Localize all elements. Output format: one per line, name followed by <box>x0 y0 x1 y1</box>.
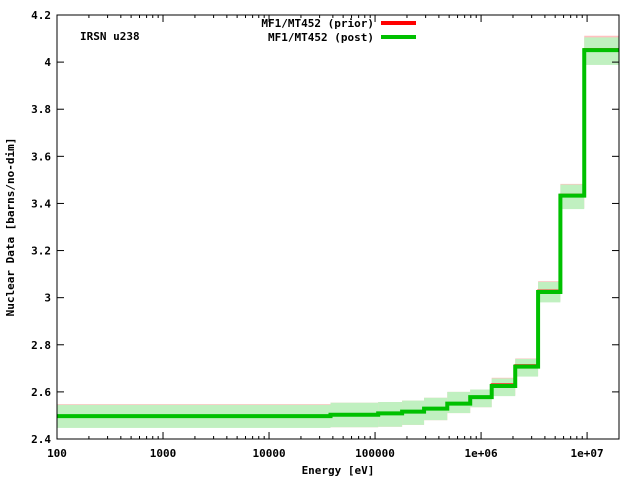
x-tick-label: 1e+06 <box>465 447 498 460</box>
x-axis-label: Energy [eV] <box>302 464 375 477</box>
annotation: IRSN u238 <box>80 30 140 43</box>
x-tick-label: 10000 <box>252 447 285 460</box>
y-tick-label: 3.4 <box>31 197 51 210</box>
series-lines <box>57 48 619 419</box>
legend: MF1/MT452 (prior) MF1/MT452 (post) <box>261 17 416 44</box>
legend-label-post: MF1/MT452 (post) <box>268 31 374 44</box>
x-tick-label: 100000 <box>355 447 395 460</box>
y-tick-label: 2.8 <box>31 339 51 352</box>
uncertainty-bands <box>57 35 619 428</box>
y-tick-label: 2.6 <box>31 386 51 399</box>
series-line-post <box>57 48 619 419</box>
x-tick-label: 100 <box>47 447 67 460</box>
x-tick-label: 1e+07 <box>571 447 604 460</box>
legend-label-prior: MF1/MT452 (prior) <box>261 17 374 30</box>
y-tick-label: 2.4 <box>31 433 51 446</box>
plot-frame <box>56 14 620 440</box>
y-tick-label: 3.6 <box>31 150 51 163</box>
y-tick-label: 3.8 <box>31 103 51 116</box>
y-tick-label: 3 <box>44 292 51 305</box>
y-tick-label: 4 <box>44 56 51 69</box>
axis-ticks: 100 1000 10000 100000 1e+06 1e+07 2.4 2.6 2.8 3 3.… <box>31 9 620 460</box>
y-axis-label: Nuclear Data [barns/no-dim] <box>4 138 17 317</box>
y-tick-label: 4.2 <box>31 9 51 22</box>
y-tick-label: 3.2 <box>31 245 51 258</box>
x-tick-label: 1000 <box>150 447 177 460</box>
